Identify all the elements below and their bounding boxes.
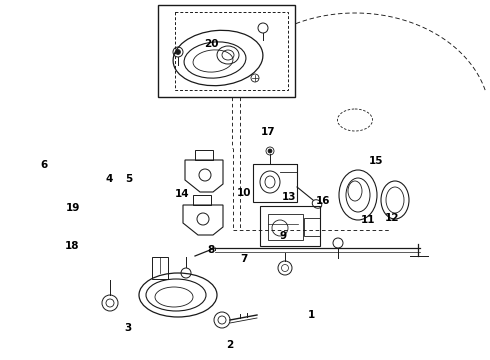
Text: 11: 11 <box>361 215 376 225</box>
Text: 20: 20 <box>204 39 219 49</box>
Text: 8: 8 <box>207 245 214 255</box>
Bar <box>253 164 297 202</box>
Text: 12: 12 <box>385 213 399 223</box>
Text: 5: 5 <box>125 174 132 184</box>
Text: 1: 1 <box>308 310 315 320</box>
Bar <box>268 214 303 240</box>
Bar <box>193 195 211 205</box>
Bar <box>195 150 213 160</box>
Text: 19: 19 <box>65 203 80 213</box>
Text: 18: 18 <box>65 240 80 251</box>
Text: 4: 4 <box>105 174 113 184</box>
Text: 10: 10 <box>237 188 251 198</box>
Text: 14: 14 <box>175 189 190 199</box>
Text: 13: 13 <box>282 192 296 202</box>
Bar <box>158 5 295 97</box>
Circle shape <box>175 50 180 54</box>
Bar <box>304 218 320 236</box>
Text: 6: 6 <box>41 160 48 170</box>
Bar <box>152 257 168 279</box>
Circle shape <box>268 149 272 153</box>
Text: 2: 2 <box>226 340 233 350</box>
Text: 16: 16 <box>316 196 331 206</box>
Text: 7: 7 <box>240 254 248 264</box>
Text: 9: 9 <box>280 231 287 241</box>
Bar <box>175 12 288 90</box>
Text: 3: 3 <box>125 323 132 333</box>
Text: 15: 15 <box>369 156 384 166</box>
Bar <box>260 206 320 246</box>
Text: 17: 17 <box>261 127 276 138</box>
